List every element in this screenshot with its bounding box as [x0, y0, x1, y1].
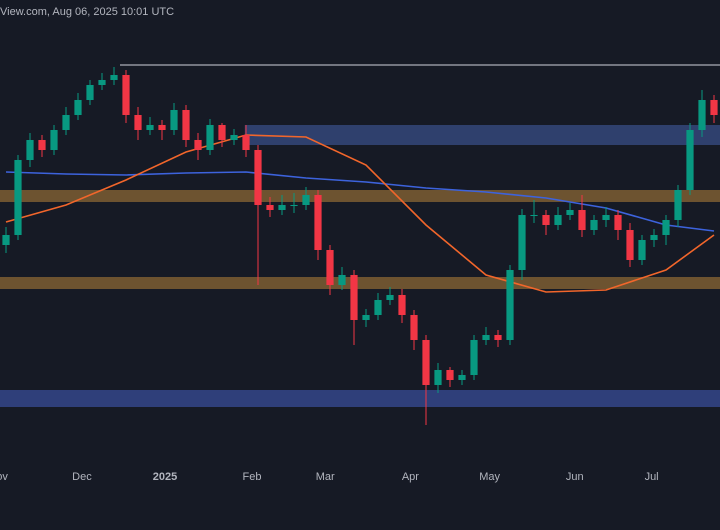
candle-body	[170, 110, 178, 130]
candle-body	[26, 140, 34, 160]
candle-body	[662, 220, 670, 235]
candle-body	[50, 130, 58, 150]
x-tick-label: Feb	[243, 471, 262, 483]
plot-area	[0, 64, 720, 425]
x-tick-label: Jul	[645, 471, 659, 483]
candle-body	[590, 220, 598, 230]
candle-body	[398, 295, 406, 315]
candle-body	[374, 300, 382, 315]
zone	[0, 390, 720, 407]
candle-body	[446, 370, 454, 380]
candle-body	[602, 215, 610, 220]
candle-body	[422, 340, 430, 385]
x-tick-label: May	[479, 471, 500, 483]
candle-body	[650, 235, 658, 240]
candle-body	[494, 335, 502, 340]
candle-body	[482, 335, 490, 340]
candle-body	[314, 195, 322, 250]
candle-body	[86, 85, 94, 100]
candle-body	[326, 250, 334, 285]
candle-body	[242, 135, 250, 150]
candle-body	[266, 205, 274, 210]
candle-body	[686, 130, 694, 190]
candle-body	[458, 375, 466, 380]
candle-body	[350, 275, 358, 320]
candle-body	[554, 215, 562, 225]
candle-body	[194, 140, 202, 150]
candle-body	[410, 315, 418, 340]
candle-body	[710, 100, 718, 115]
x-tick-label: Apr	[402, 471, 419, 483]
header-text: View.com, Aug 06, 2025 10:01 UTC	[0, 6, 174, 18]
zone	[244, 125, 720, 145]
candle-body	[578, 210, 586, 230]
candle-body	[302, 195, 310, 205]
candle-body	[74, 100, 82, 115]
candle-body	[146, 125, 154, 130]
candle-body	[338, 275, 346, 285]
candle-body	[698, 100, 706, 130]
zone	[0, 190, 720, 202]
candle-body	[110, 75, 118, 80]
candle-body	[614, 215, 622, 230]
candle-body	[566, 210, 574, 215]
candle-body	[362, 315, 370, 320]
candle-body	[254, 150, 262, 205]
zone	[0, 277, 720, 289]
x-tick-label: Jun	[566, 471, 584, 483]
moving-average-line	[5, 134, 715, 293]
candle-body	[122, 75, 130, 115]
candle-body	[290, 205, 298, 206]
candle-body	[206, 125, 214, 150]
candle-body	[230, 135, 238, 140]
x-tick-label: Mar	[316, 471, 335, 483]
candle-body	[626, 230, 634, 260]
x-tick-label: Dec	[72, 471, 92, 483]
candle-body	[62, 115, 70, 130]
candle-body	[2, 235, 10, 245]
candle-body	[542, 215, 550, 225]
candle-body	[278, 205, 286, 210]
candle-body	[530, 215, 538, 216]
x-tick-label: 2025	[153, 471, 177, 483]
candle-body	[674, 190, 682, 220]
candle-body	[638, 240, 646, 260]
x-tick-label: ov	[0, 471, 8, 483]
candle-body	[182, 110, 190, 140]
candle-body	[218, 125, 226, 140]
candle-body	[470, 340, 478, 375]
candle-body	[506, 270, 514, 340]
candle-body	[38, 140, 46, 150]
candle-body	[98, 80, 106, 85]
candle-body	[518, 215, 526, 270]
candle-body	[14, 160, 22, 235]
candle-body	[434, 370, 442, 385]
candle-body	[134, 115, 142, 130]
candle-body	[386, 295, 394, 300]
candle-body	[158, 125, 166, 130]
